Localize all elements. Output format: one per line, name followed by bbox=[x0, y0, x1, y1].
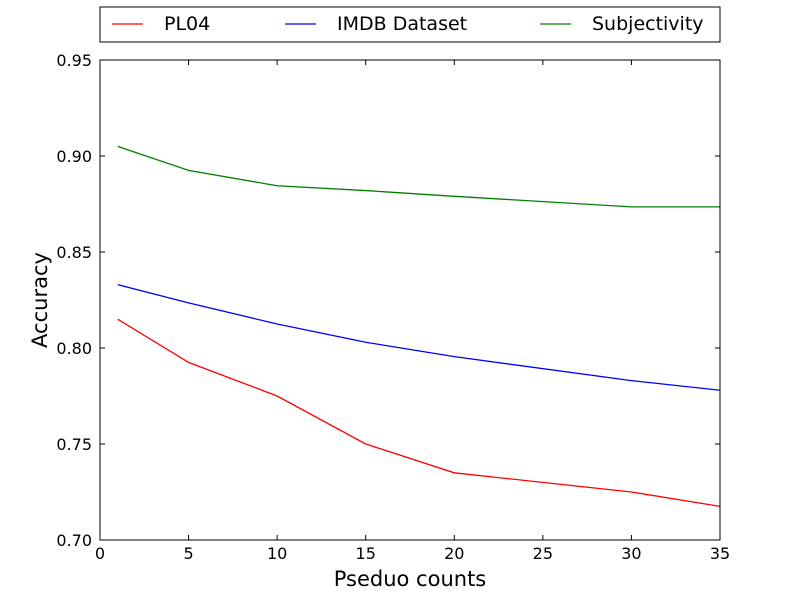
y-tick-label-0: 0.70 bbox=[56, 531, 92, 550]
y-tick-label-4: 0.90 bbox=[56, 147, 92, 166]
legend-label-0: PL04 bbox=[164, 13, 210, 35]
x-tick-label-4: 20 bbox=[444, 544, 464, 563]
series-layer bbox=[117, 145, 721, 508]
legend: PL04 IMDB Dataset Subjectivity bbox=[99, 6, 721, 43]
series-line-0 bbox=[117, 318, 721, 508]
x-tick-label-6: 30 bbox=[621, 544, 641, 563]
y-axis-title: Accuracy bbox=[28, 252, 52, 348]
ticks-layer: 0 5 10 15 20 25 30 35 0.70 0.75 0.80 0.85 0.90 0.95 bbox=[56, 51, 730, 563]
y-tick-label-2: 0.80 bbox=[56, 339, 92, 358]
legend-frame bbox=[99, 6, 721, 43]
x-tick-label-0: 0 bbox=[95, 544, 105, 563]
series-line-2 bbox=[117, 145, 720, 208]
plot-frame bbox=[99, 59, 721, 541]
x-tick-label-1: 5 bbox=[183, 544, 193, 563]
series-line-1 bbox=[117, 284, 721, 391]
y-tick-label-1: 0.75 bbox=[56, 435, 92, 454]
x-tick-label-7: 35 bbox=[710, 544, 730, 563]
x-tick-label-5: 25 bbox=[533, 544, 553, 563]
legend-label-1: IMDB Dataset bbox=[337, 13, 467, 35]
x-tick-label-3: 15 bbox=[356, 544, 376, 563]
x-axis-title: Pseduo counts bbox=[334, 567, 487, 591]
y-tick-label-5: 0.95 bbox=[56, 51, 92, 70]
x-tick-label-2: 10 bbox=[267, 544, 287, 563]
y-tick-label-3: 0.85 bbox=[56, 243, 92, 262]
legend-label-2: Subjectivity bbox=[592, 13, 704, 35]
